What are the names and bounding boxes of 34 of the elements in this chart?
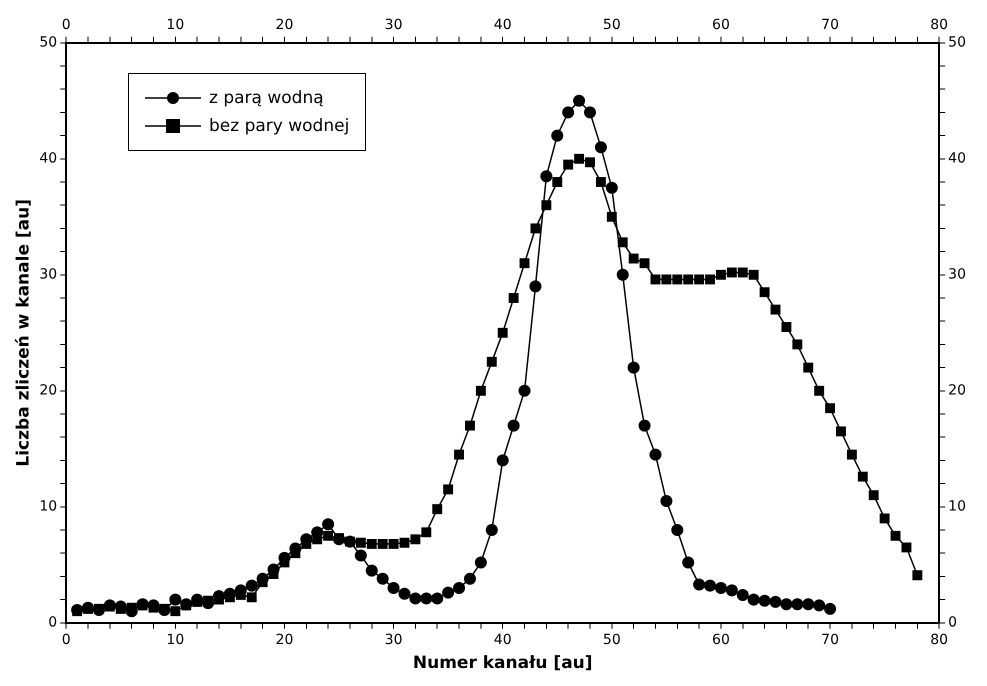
y-tick-label: 30: [39, 266, 58, 282]
x2-tick-label: 70: [821, 17, 839, 34]
x-tick-label: 30: [384, 632, 402, 648]
y2-tick-label: 30: [948, 266, 966, 282]
y-tick-label: 10: [39, 498, 58, 514]
x2-tick-label: 30: [384, 17, 402, 34]
x-axis-title: Numer kanału [au]: [412, 653, 593, 674]
y2-tick-label: 10: [948, 498, 966, 514]
y2-tick-label: 20: [948, 382, 966, 398]
x2-tick-label: 40: [494, 17, 512, 34]
y2-tick-label: 50: [948, 34, 966, 50]
y2-tick-label: 40: [948, 150, 966, 166]
x-tick-label: 0: [62, 632, 71, 648]
x-tick-label: 20: [276, 632, 294, 648]
x-tick-label: 40: [494, 632, 512, 648]
x2-tick-label: 10: [166, 17, 184, 34]
y-tick-label: 20: [39, 382, 58, 398]
x2-tick-label: 80: [930, 17, 948, 34]
legend-label: bez pary wodnej: [209, 116, 350, 136]
x2-tick-label: 50: [602, 17, 621, 34]
x-tick-label: 80: [930, 632, 948, 648]
x-tick-label: 70: [821, 632, 839, 648]
legend-label: z parą wodną: [209, 88, 324, 108]
x-tick-label: 10: [166, 632, 184, 648]
x2-tick-label: 60: [712, 17, 730, 34]
y2-tick-label: 0: [948, 614, 958, 630]
x-tick-label: 50: [602, 632, 621, 648]
y-axis-title: Liczba zliczeń w kanale [au]: [14, 198, 34, 467]
y-tick-label: 50: [39, 34, 58, 50]
x2-tick-label: 20: [276, 17, 294, 34]
y-tick-label: 40: [39, 150, 58, 166]
x-tick-label: 60: [712, 632, 730, 648]
y-tick-label: 0: [48, 614, 58, 630]
x2-tick-label: 0: [62, 17, 71, 34]
